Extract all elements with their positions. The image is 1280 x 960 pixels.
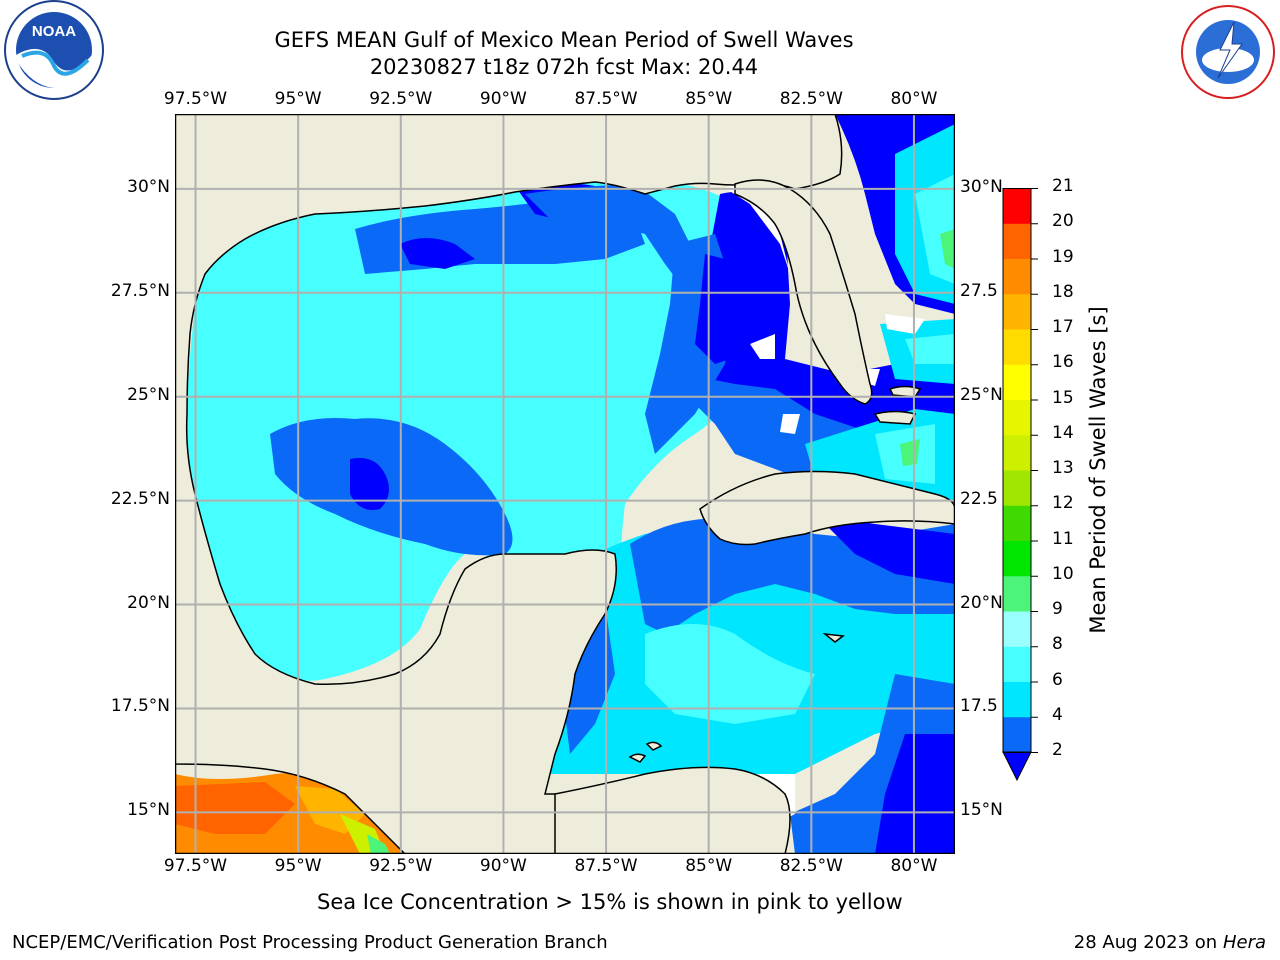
chart-title: GEFS MEAN Gulf of Mexico Mean Period of … xyxy=(274,28,854,52)
noaa-logo: NOAA xyxy=(2,0,106,100)
colorbar-tick-label: 9 xyxy=(1052,599,1063,619)
lat-tick-left: 22.5°N xyxy=(110,488,170,509)
lat-tick-right: 17.5 xyxy=(960,696,998,717)
colorbar-segment xyxy=(1003,470,1031,506)
colorbar-segment xyxy=(1003,646,1031,682)
lat-tick-right: 30°N xyxy=(960,176,1003,197)
colorbar-segment xyxy=(1003,681,1031,718)
colorbar-segment xyxy=(1003,188,1031,224)
colorbar-segment xyxy=(1003,434,1031,471)
lon-tick-top: 87.5°W xyxy=(574,89,638,109)
lat-tick-left: 27.5°N xyxy=(110,280,170,301)
chart-subtitle: 20230827 t18z 072h fcst Max: 20.44 xyxy=(369,55,759,79)
colorbar-segment xyxy=(1003,399,1031,436)
lon-tick-top: 95°W xyxy=(274,89,322,109)
colorbar-tick-label: 19 xyxy=(1052,246,1074,267)
lat-tick-left: 17.5°N xyxy=(110,696,170,717)
colorbar-segment xyxy=(1003,329,1031,365)
colorbar-tick-label: 17 xyxy=(1052,317,1074,337)
noaa-logo-text: NOAA xyxy=(32,23,76,40)
lat-tick-left: 25°N xyxy=(127,384,170,405)
footer-branch: NCEP/EMC/Verification Post Processing Pr… xyxy=(12,932,608,953)
lon-tick-bottom: 85°W xyxy=(685,856,733,876)
footer-machine: Hera xyxy=(1222,932,1266,953)
swell-period-field xyxy=(175,114,955,854)
colorbar-segment xyxy=(1003,364,1031,400)
lat-tick-left: 20°N xyxy=(127,592,170,613)
colorbar xyxy=(1002,188,1046,788)
lon-tick-bottom: 95°W xyxy=(274,856,322,876)
colorbar-tick-label: 2 xyxy=(1052,740,1063,760)
colorbar-segment xyxy=(1003,716,1031,753)
lat-tick-left: 30°N xyxy=(127,176,170,197)
lon-tick-bottom: 80°W xyxy=(890,856,938,876)
lat-tick-right: 27.5 xyxy=(960,280,998,301)
lon-tick-top: 92.5°W xyxy=(369,89,433,109)
map-gridlines xyxy=(175,114,955,854)
lat-tick-right: 20°N xyxy=(960,592,1003,613)
colorbar-tick-label: 21 xyxy=(1052,176,1074,196)
colorbar-tick-label: 6 xyxy=(1052,669,1063,690)
lon-tick-top: 90°W xyxy=(479,89,527,109)
colorbar-segment xyxy=(1003,258,1031,295)
lat-tick-right: 25°N xyxy=(960,384,1003,405)
lon-tick-top: 97.5°W xyxy=(163,89,228,109)
footer-date-text: 28 Aug 2023 on xyxy=(1073,932,1218,953)
lon-tick-top: 82.5°W xyxy=(779,89,843,109)
colorbar-segment xyxy=(1003,293,1031,330)
colorbar-tick-label: 13 xyxy=(1052,458,1074,478)
lon-tick-top: 85°W xyxy=(685,89,733,109)
colorbar-tick-label: 14 xyxy=(1052,422,1074,443)
lat-tick-right: 15°N xyxy=(960,800,1003,821)
colorbar-tick-label: 11 xyxy=(1052,528,1074,549)
colorbar-segment xyxy=(1003,505,1031,541)
lon-tick-bottom: 92.5°W xyxy=(369,856,433,876)
colorbar-segment xyxy=(1003,575,1031,612)
colorbar-extend-triangle xyxy=(1002,751,1032,782)
footer-date: 28 Aug 2023 on Hera xyxy=(1074,932,1266,953)
colorbar-tick-label: 16 xyxy=(1052,352,1074,373)
colorbar-tick-label: 12 xyxy=(1052,493,1074,514)
lon-tick-top: 80°W xyxy=(890,89,938,109)
lon-tick-bottom: 87.5°W xyxy=(574,856,638,876)
colorbar-segment xyxy=(1003,223,1031,259)
lon-tick-bottom: 82.5°W xyxy=(779,856,843,876)
lon-tick-bottom: 90°W xyxy=(479,856,527,876)
colorbar-tick-label: 8 xyxy=(1052,634,1063,655)
colorbar-segment xyxy=(1003,611,1031,647)
colorbar-label: Mean Period of Swell Waves [s] xyxy=(1086,306,1110,634)
map-panel xyxy=(175,114,955,854)
lat-tick-right: 22.5 xyxy=(960,488,998,509)
colorbar-tick-label: 10 xyxy=(1052,563,1074,584)
colorbar-tick-label: 18 xyxy=(1052,281,1074,302)
colorbar-tick-label: 20 xyxy=(1052,211,1074,232)
lat-tick-left: 15°N xyxy=(127,800,170,821)
colorbar-tick-label: 15 xyxy=(1052,387,1074,408)
colorbar-segment xyxy=(1003,540,1031,577)
lon-tick-bottom: 97.5°W xyxy=(163,856,228,876)
colorbar-tick-label: 4 xyxy=(1052,704,1063,725)
map-frame xyxy=(175,114,955,854)
ice-note: Sea Ice Concentration > 15% is shown in … xyxy=(317,890,903,914)
nws-logo xyxy=(1178,4,1278,100)
